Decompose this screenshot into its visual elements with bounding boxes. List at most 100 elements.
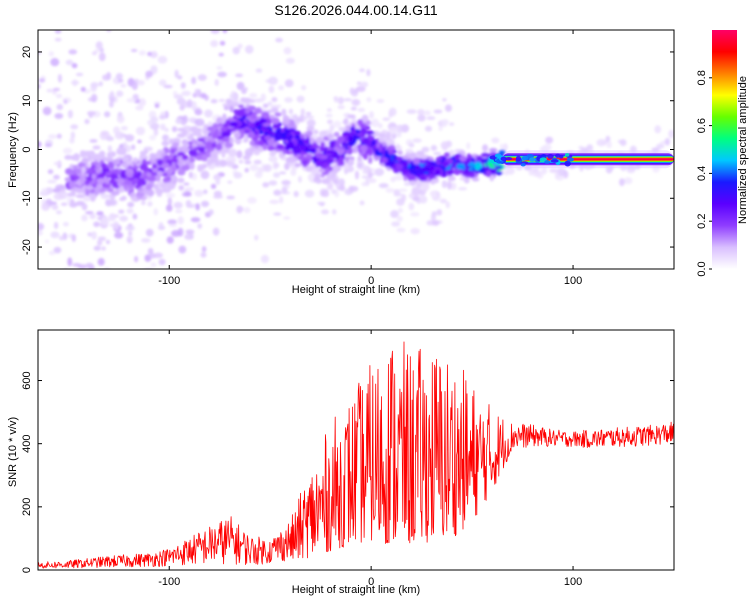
spectrogram-ridge-blob [299, 133, 305, 139]
snr-frame [37, 329, 675, 571]
spectrogram-noise-blob [360, 81, 369, 88]
spectrogram-ridge-blob [262, 122, 272, 127]
spectrogram-noise-blob [71, 234, 77, 243]
spectrogram-ridge-blob [440, 161, 450, 167]
spectrogram-noise-blob [300, 108, 305, 116]
spectrogram-ridge-blob [205, 151, 211, 158]
spectrogram-noise-blob [386, 131, 391, 140]
spectrogram-noise-blob [431, 220, 440, 226]
spectrogram-noise-blob [549, 168, 559, 173]
spectrogram-noise-blob [238, 206, 244, 212]
spectrogram-noise-blob [449, 122, 455, 126]
spectrogram-noise-blob [98, 52, 106, 62]
spectrogram-noise-blob [197, 223, 203, 229]
spectrogram-ridge-blob [105, 199, 112, 205]
spectrogram-noise-blob [356, 85, 366, 92]
spectrogram-noise-blob [349, 185, 359, 192]
spectrogram-noise-blob [182, 278, 192, 283]
spectrogram-ridge-blob [171, 166, 178, 172]
spectrogram-ridge-blob [314, 176, 321, 181]
spectrogram-noise-blob [260, 93, 266, 102]
spectrogram-noise-blob [184, 187, 194, 192]
spectrogram-noise-blob [247, 197, 257, 204]
colorbar: 0.0 0.2 0.4 0.6 0.8 Normalized spectral ampl… [696, 30, 749, 277]
spectrogram-ridge-blob [278, 151, 284, 159]
spectrogram-ridge-blob [412, 157, 421, 165]
spectrogram-ridge-blob [160, 152, 166, 157]
spectrogram-ridge-blob [98, 180, 103, 185]
spectrogram-noise-blob [207, 121, 213, 127]
spectrogram-noise-blob [275, 24, 282, 27]
spectrogram-noise-blob [57, 73, 63, 83]
spectrogram-ridge-blob [327, 133, 334, 140]
spectrogram-ridge-blob [280, 132, 287, 139]
spectrogram-noise-blob [194, 189, 204, 197]
spectrogram-ridge-blob [64, 168, 73, 175]
spectrogram-noise-blob [145, 308, 150, 315]
spectrogram-noise-blob [283, 47, 292, 55]
spectrogram-noise-blob [279, 196, 284, 204]
spectrogram-noise-blob [138, 50, 146, 56]
spectrogram-ridge-blob [107, 161, 115, 169]
spectrogram-noise-blob [361, 175, 369, 179]
spectrogram-noise-blob [436, 209, 443, 216]
spectrogram-noise-blob [105, 239, 111, 245]
spectrogram-noise-blob [108, 213, 117, 222]
spectrogram-noise-blob [304, 115, 315, 119]
spectrogram-ridge-blob [142, 174, 148, 180]
spectrogram-ridge-blob [170, 148, 176, 154]
spectrogram-noise-blob [446, 180, 452, 190]
spectrogram-ridge-blob [377, 132, 386, 138]
spectrogram-ridge-blob [180, 169, 185, 175]
spectrogram-ridge-blob [131, 144, 136, 150]
spectrogram-ridge-blob [428, 166, 436, 172]
spectrogram-noise-blob [150, 262, 157, 268]
spectrogram-ridge-blob [132, 177, 139, 184]
spectrogram-noise-blob [396, 198, 405, 206]
spectrogram-noise-blob [317, 201, 326, 205]
spectrogram-ridge-blob [215, 160, 220, 166]
spectrogram-ridge-blob [343, 118, 349, 126]
spectrogram-ridge-blob [117, 177, 125, 185]
spectrogram-x-tick-label: 100 [564, 275, 582, 287]
spectrogram-ridge-blob [443, 152, 451, 158]
colorbar-tick-label: 0.4 [696, 166, 708, 181]
spectrogram-noise-blob [333, 120, 342, 128]
spectrogram-ridge-blob [189, 157, 196, 163]
spectrogram-noise-blob [362, 170, 368, 174]
spectrogram-noise-blob [200, 170, 210, 180]
spectrogram-noise-blob [183, 182, 190, 186]
spectrogram-tone-spot [515, 155, 522, 162]
spectrogram-noise-blob [167, 219, 177, 225]
spectrogram-ridge-blob [331, 165, 340, 173]
spectrogram-ridge-blob [262, 103, 269, 109]
spectrogram-ridge-blob [286, 156, 296, 163]
spectrogram-ridge-blob [214, 130, 219, 138]
spectrogram-noise-blob [126, 98, 137, 103]
spectrogram-noise-blob [106, 136, 114, 142]
spectrogram-noise-blob [163, 84, 173, 89]
spectrogram-tone-spot [521, 155, 529, 161]
spectrogram-ridge-blob [281, 108, 287, 117]
spectrogram-ridge-blob [262, 143, 268, 151]
spectrogram-ridge-blob [139, 154, 147, 159]
spectrogram-noise-blob [337, 105, 345, 110]
spectrogram-noise-blob [38, 279, 45, 285]
spectrogram-noise-blob [131, 81, 138, 91]
spectrogram-ridge-blob [407, 174, 416, 182]
spectrogram-noise-blob [325, 113, 333, 118]
spectrogram-noise-blob [190, 217, 201, 223]
snr-panel: -100 0 100 0 200 400 600 Height of straight li… [7, 329, 675, 596]
spectrogram-ridge-blob [295, 118, 303, 122]
spectrogram-noise-blob [320, 209, 329, 215]
spectrogram-noise-blob [208, 209, 214, 216]
spectrogram-noise-blob [167, 197, 172, 206]
spectrogram-noise-blob [173, 201, 183, 209]
spectrogram-noise-blob [51, 204, 59, 210]
spectrogram-noise-blob [212, 227, 220, 236]
spectrogram-noise-blob [52, 87, 61, 92]
spectrogram-noise-blob [271, 97, 278, 103]
spectrogram-noise-blob [165, 193, 176, 198]
spectrogram-noise-blob [58, 235, 65, 241]
